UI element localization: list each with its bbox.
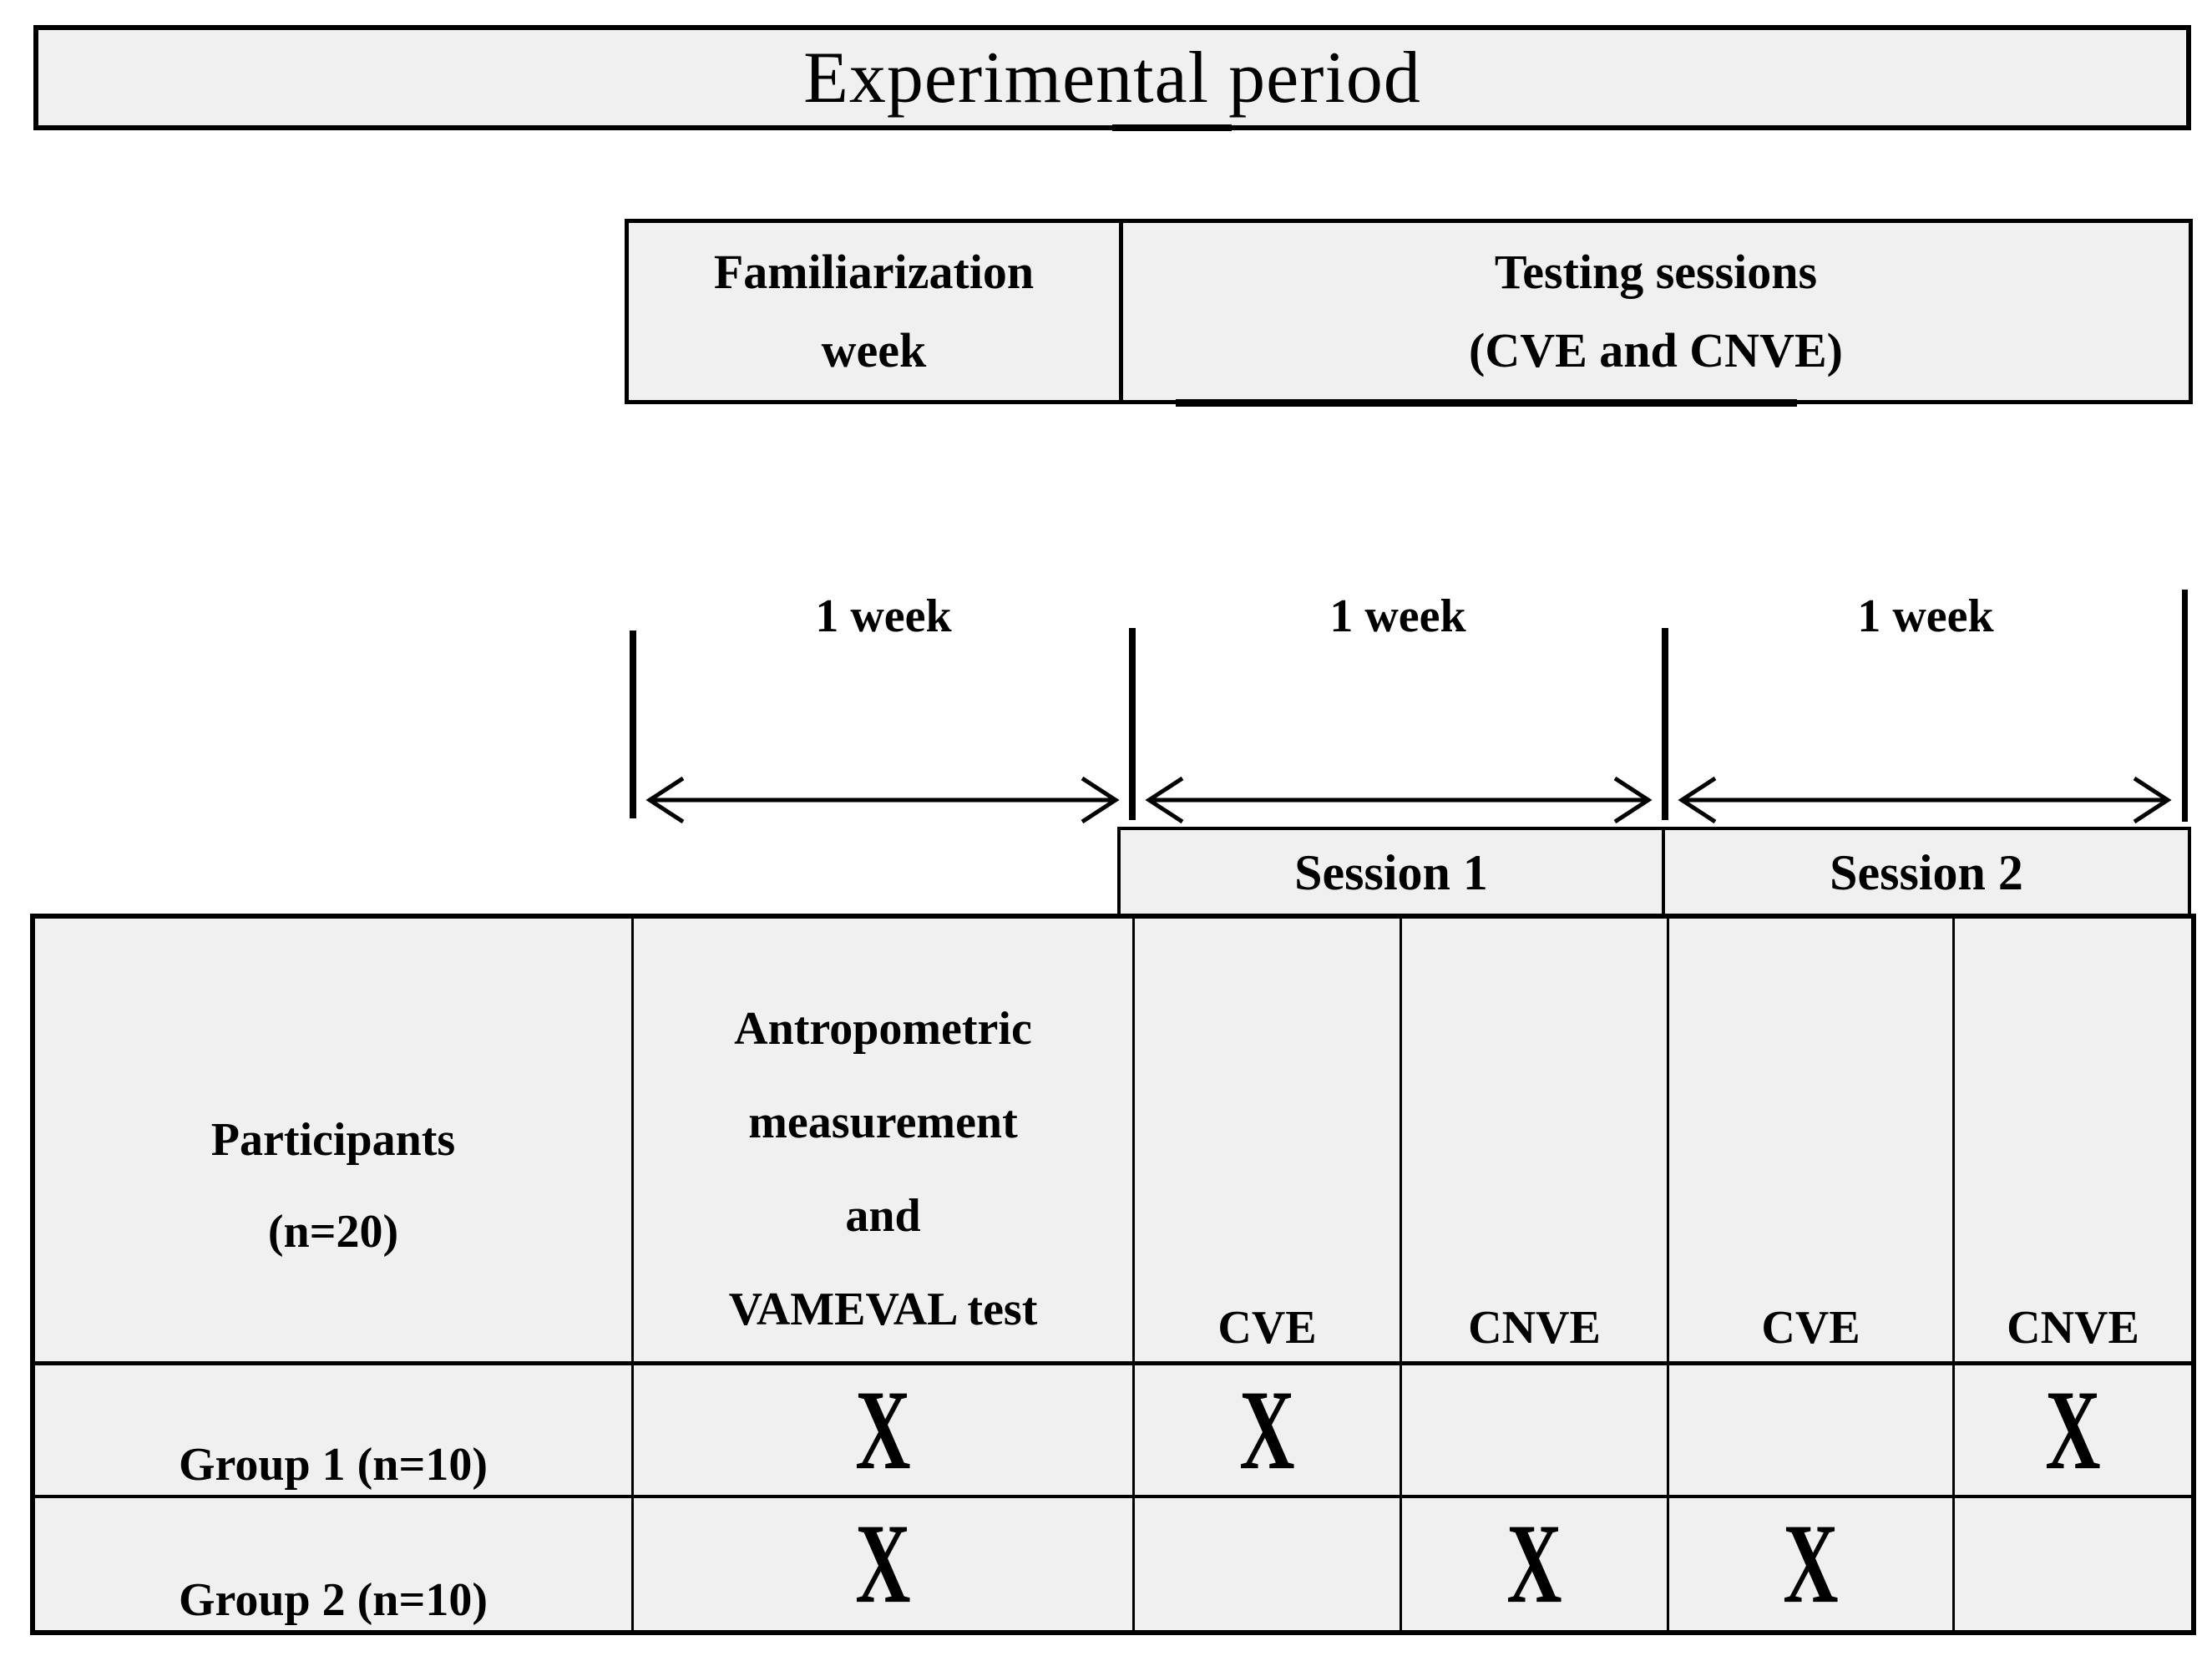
group-1-label-cell: Group 1 (n=10): [35, 1361, 631, 1495]
x-mark: X: [1783, 1501, 1839, 1628]
double-headed-arrow-icon: [1145, 776, 1653, 824]
experimental-period-box: Experimental period: [33, 25, 2191, 130]
condition-header-label: CVE: [1761, 1302, 1860, 1354]
condition-header-label: CNVE: [2007, 1302, 2139, 1354]
mark-cell-g2-vameval: X: [631, 1495, 1132, 1630]
condition-header-label: CVE: [1217, 1302, 1317, 1354]
familiarization-week-box: Familiarization week: [625, 219, 1123, 404]
condition-header-label: CNVE: [1468, 1302, 1601, 1354]
testing-box-underline-mark: [1176, 399, 1797, 407]
mark-cell-g2-s1-cve: [1132, 1495, 1400, 1630]
testing-sessions-box: Testing sessions (CVE and CNVE): [1119, 219, 2193, 404]
schedule-table: Participants (n=20) Antropometric measur…: [30, 914, 2196, 1635]
x-mark: X: [855, 1501, 911, 1628]
measurement-header-label: Antropometric measurement and VAMEVAL te…: [728, 1003, 1038, 1335]
mark-cell-g1-s1-cnve: [1400, 1361, 1667, 1495]
session-2-header: Session 2: [1662, 827, 2191, 919]
session-1-header: Session 1: [1117, 827, 1665, 919]
participants-header-cell: Participants (n=20): [35, 919, 631, 1361]
timeline-tick-3: [1662, 628, 1668, 820]
week-duration-label-1: 1 week: [815, 590, 952, 642]
participants-header-label: Participants (n=20): [210, 1114, 456, 1258]
double-headed-arrow-icon: [1678, 776, 2172, 824]
group-2-label-cell: Group 2 (n=10): [35, 1495, 631, 1630]
x-mark: X: [1506, 1501, 1562, 1628]
double-headed-arrow-icon: [645, 776, 1120, 824]
measurement-header-cell: Antropometric measurement and VAMEVAL te…: [631, 919, 1132, 1361]
timeline-tick-4: [2182, 590, 2188, 822]
timeline-tick-2: [1129, 628, 1136, 820]
title-underline-mark: [1112, 124, 1232, 131]
condition-header-cell-s1-cnve: CNVE: [1400, 919, 1667, 1361]
x-mark: X: [1239, 1366, 1295, 1494]
condition-header-cell-s2-cnve: CNVE: [1952, 919, 2191, 1361]
mark-cell-g1-s2-cnve: X: [1952, 1361, 2191, 1495]
mark-cell-g1-vameval: X: [631, 1361, 1132, 1495]
familiarization-week-label: Familiarization week: [713, 245, 1035, 377]
condition-header-cell-s2-cve: CVE: [1667, 919, 1952, 1361]
x-mark: X: [2045, 1366, 2101, 1494]
mark-cell-g2-s2-cnve: [1952, 1495, 2191, 1630]
x-mark: X: [855, 1366, 911, 1494]
week-duration-label-3: 1 week: [1857, 590, 1994, 642]
mark-cell-g1-s2-cve: [1667, 1361, 1952, 1495]
group-2-label: Group 2 (n=10): [178, 1574, 488, 1627]
mark-cell-g2-s1-cnve: X: [1400, 1495, 1667, 1630]
condition-header-cell-s1-cve: CVE: [1132, 919, 1400, 1361]
week-duration-label-2: 1 week: [1329, 590, 1466, 642]
session-2-label: Session 2: [1830, 844, 2023, 900]
figure-title: Experimental period: [803, 37, 1421, 119]
session-1-label: Session 1: [1294, 844, 1488, 900]
timeline-tick-1: [630, 630, 636, 818]
mark-cell-g1-s1-cve: X: [1132, 1361, 1400, 1495]
testing-sessions-label: Testing sessions (CVE and CNVE): [1469, 245, 1843, 377]
group-1-label: Group 1 (n=10): [178, 1439, 488, 1491]
mark-cell-g2-s2-cve: X: [1667, 1495, 1952, 1630]
